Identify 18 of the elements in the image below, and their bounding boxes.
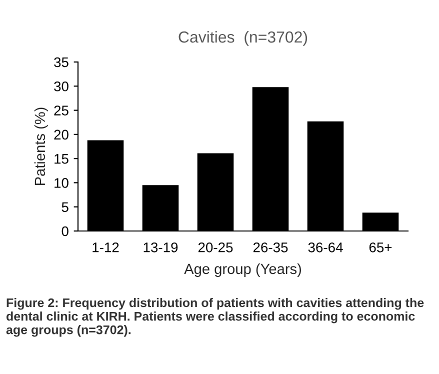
- y-tick-label: 35: [54, 57, 68, 68]
- caption: Figure 2: Frequency distribution of patients with cavities attending the dental clinic at KIRH. Patients were classified according to economic age groups (n=3702).: [6, 298, 424, 337]
- x-tick-label: 13-19: [144, 242, 178, 252]
- x-tick-label: 65+: [369, 242, 392, 252]
- y-tick-label: 0: [62, 226, 68, 236]
- x-tick-label: 1-12: [92, 242, 119, 252]
- y-tick-label: 10: [54, 178, 68, 188]
- y-tick-label: 25: [54, 106, 68, 116]
- x-tick-label: 36-64: [308, 242, 343, 252]
- x-tick-label: 20-25: [198, 242, 233, 252]
- x-axis-title: Age group (Years): [184, 263, 302, 277]
- y-tick-label: 5: [62, 202, 68, 212]
- chart-title: Cavities (n=3702): [178, 30, 308, 46]
- x-tick-label: 26-35: [253, 242, 288, 252]
- y-tick-label: 30: [54, 81, 68, 92]
- y-tick-label: 20: [54, 130, 68, 140]
- y-tick-label: 15: [54, 154, 68, 164]
- y-axis-title: Patients (%): [34, 108, 48, 186]
